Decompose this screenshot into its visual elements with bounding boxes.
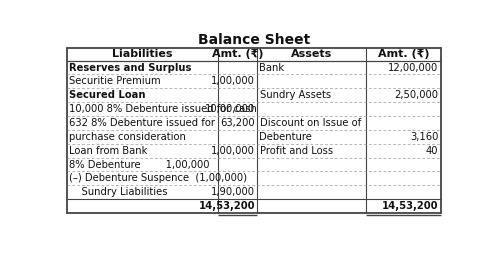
Text: Assets: Assets xyxy=(291,49,332,59)
Text: Amt. (₹): Amt. (₹) xyxy=(378,49,429,59)
Text: purchase consideration: purchase consideration xyxy=(69,132,186,142)
Text: (–) Debenture Suspence  (1,00,000): (–) Debenture Suspence (1,00,000) xyxy=(69,173,247,183)
Text: 2,50,000: 2,50,000 xyxy=(395,90,439,100)
Text: Balance Sheet: Balance Sheet xyxy=(198,33,310,47)
Text: 8% Debenture        1,00,000: 8% Debenture 1,00,000 xyxy=(69,159,209,170)
Text: 632 8% Debenture issued for: 632 8% Debenture issued for xyxy=(69,118,215,128)
Text: 10,000 8% Debenture issued for cash: 10,000 8% Debenture issued for cash xyxy=(69,104,257,114)
Text: Liabilities: Liabilities xyxy=(112,49,173,59)
Text: 14,53,200: 14,53,200 xyxy=(382,201,439,211)
Text: 12,00,000: 12,00,000 xyxy=(388,62,439,73)
Text: Amt. (₹): Amt. (₹) xyxy=(212,49,263,59)
Text: Reserves and Surplus: Reserves and Surplus xyxy=(69,62,191,73)
Text: Bank: Bank xyxy=(259,62,285,73)
Text: 1,90,000: 1,90,000 xyxy=(211,187,255,197)
Text: Sundry Assets: Sundry Assets xyxy=(259,90,331,100)
Text: 3,160: 3,160 xyxy=(410,132,439,142)
Text: Profit and Loss: Profit and Loss xyxy=(259,146,333,156)
Text: Loan from Bank: Loan from Bank xyxy=(69,146,147,156)
Text: 14,53,200: 14,53,200 xyxy=(198,201,255,211)
Text: Debenture: Debenture xyxy=(259,132,312,142)
Text: 1,00,000: 1,00,000 xyxy=(211,146,255,156)
Text: Sundry Liabilities: Sundry Liabilities xyxy=(69,187,167,197)
Text: Secured Loan: Secured Loan xyxy=(69,90,146,100)
Text: 63,200: 63,200 xyxy=(220,118,255,128)
Text: 1,00,000: 1,00,000 xyxy=(211,76,255,86)
Text: 10,00,000: 10,00,000 xyxy=(205,104,255,114)
Text: Discount on Issue of: Discount on Issue of xyxy=(259,118,361,128)
Text: 40: 40 xyxy=(426,146,439,156)
Text: Securitie Premium: Securitie Premium xyxy=(69,76,160,86)
